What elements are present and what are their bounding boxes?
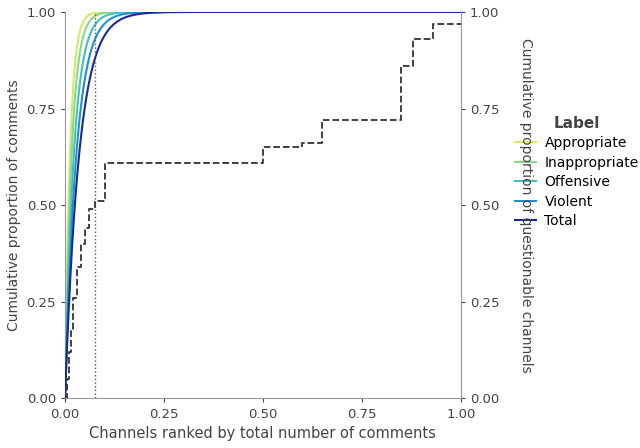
Legend: Appropriate, Inappropriate, Offensive, Violent, Total: Appropriate, Inappropriate, Offensive, V… — [515, 116, 639, 228]
Y-axis label: Cumulative proportion of comments: Cumulative proportion of comments — [7, 79, 21, 331]
X-axis label: Channels ranked by total number of comments: Channels ranked by total number of comme… — [90, 426, 436, 441]
Y-axis label: Cumulative proportion of questionable channels: Cumulative proportion of questionable ch… — [519, 38, 532, 373]
